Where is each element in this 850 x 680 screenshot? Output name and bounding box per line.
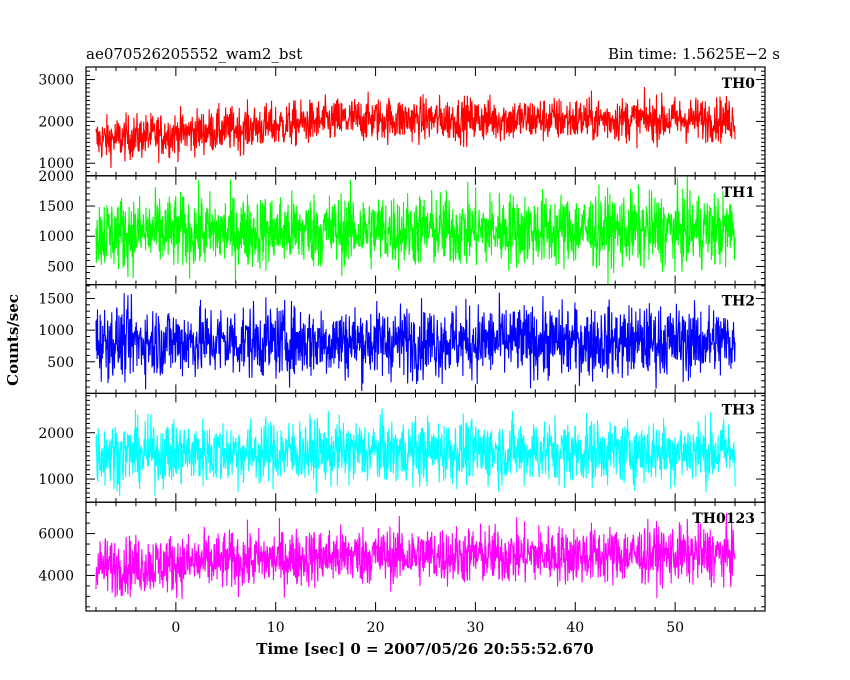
panel-frame [85,501,766,612]
y-axis-label: Counts/sec [4,294,22,386]
x-tick-label: 0 [171,620,180,636]
y-tick-label: 1000 [38,323,74,339]
panel-th0: 1000 2000 3000 TH0 [38,66,766,177]
panel-th0123: 4000 6000 TH0123 [38,501,766,612]
series-th3 [95,408,736,497]
y-tick-label: 2000 [38,114,74,130]
y-tick-label: 4000 [38,568,74,584]
series-th0123 [95,513,736,599]
panel-label: TH1 [722,185,755,201]
x-tick-label: 40 [566,620,584,636]
panel-label: TH2 [722,294,755,310]
x-tick-label: 20 [367,620,385,636]
series-th0 [95,87,736,169]
x-tick-label: 10 [267,620,285,636]
y-tick-label: 500 [47,259,74,275]
y-tick-label: 3000 [38,73,74,89]
chart-title: ae070526205552_wam2_bst [86,45,302,63]
y-tick-label: 500 [47,355,74,371]
y-tick-label: 2000 [38,426,74,442]
panel-th2: 500 1000 1500 TH2 [38,284,766,395]
x-tick-label: 30 [467,620,485,636]
bin-time-label: Bin time: 1.5625E−2 s [608,45,780,63]
x-tick-label: 50 [666,620,684,636]
panel-label: TH3 [722,402,755,418]
y-tick-label: 1500 [38,292,74,308]
y-tick-label: 2000 [38,169,74,185]
y-tick-label: 1000 [38,156,74,172]
panel-label: TH0123 [692,511,755,527]
y-tick-label: 1000 [38,472,74,488]
panel-th3: 1000 2000 TH3 [38,392,766,503]
y-tick-label: 1500 [38,199,74,215]
y-tick-label: 6000 [38,527,74,543]
panel-label: TH0 [722,76,756,92]
y-tick-label: 1000 [38,229,74,245]
x-axis-label: Time [sec] 0 = 2007/05/26 20:55:52.670 [256,640,593,658]
series-th2 [95,292,736,392]
panel-th1: 500 1000 1500 2000 TH1 [38,169,766,286]
series-th1 [95,175,736,285]
